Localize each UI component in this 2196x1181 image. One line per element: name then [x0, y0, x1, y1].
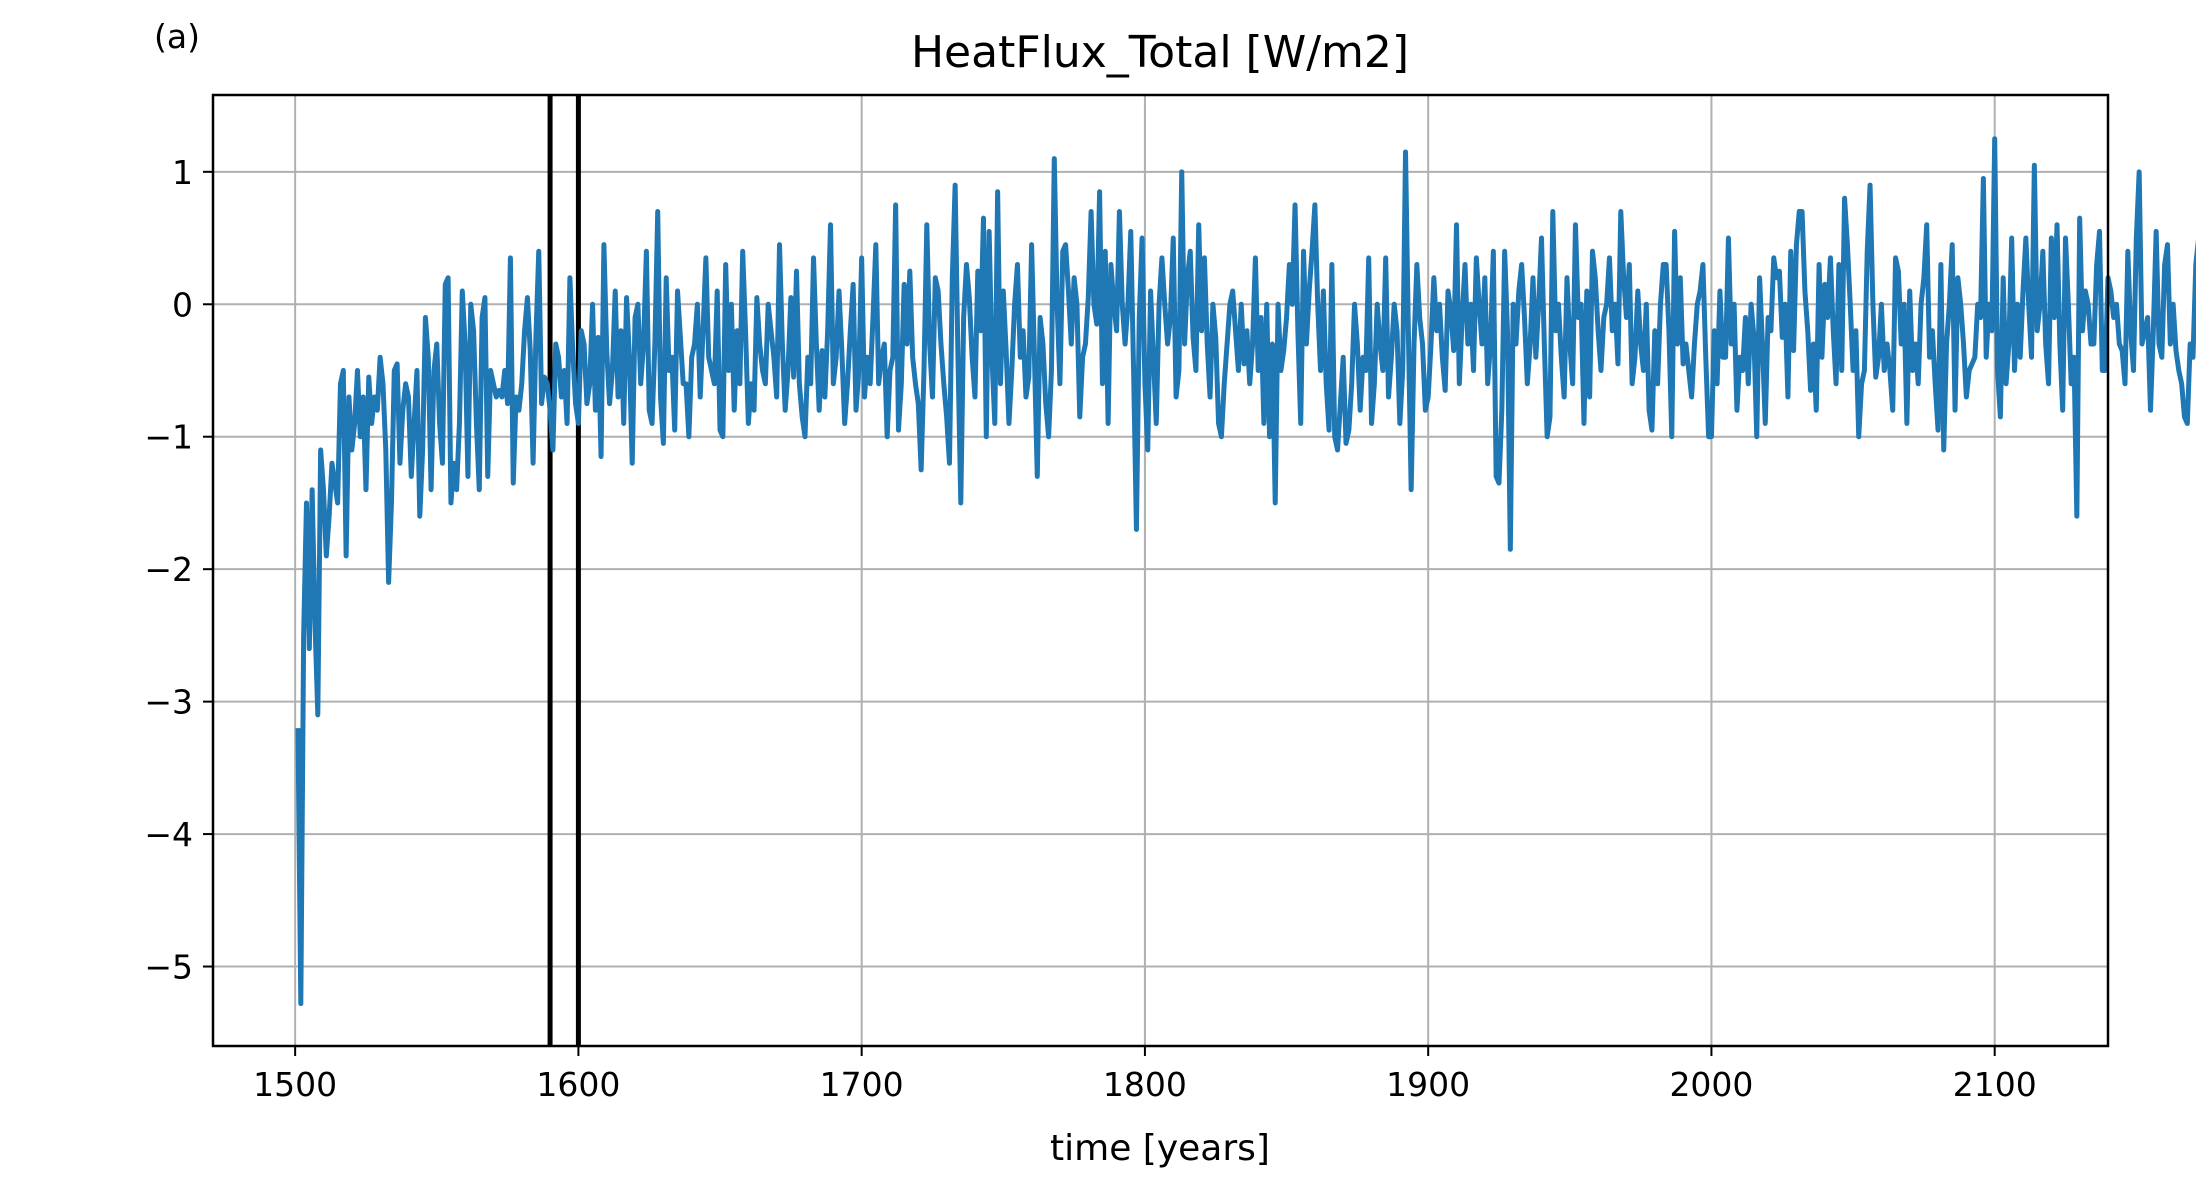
chart-title: HeatFlux_Total [W/m2]: [911, 27, 1409, 78]
x-tick-label: 1900: [1386, 1065, 1470, 1104]
y-tick-label: 0: [172, 285, 193, 324]
y-tick-label: −4: [144, 815, 193, 854]
y-tick-label: −3: [144, 683, 193, 722]
x-tick-label: 1700: [820, 1065, 904, 1104]
x-axis-ticks: 1500 1600 1700 1800 1900 2000 2100: [253, 1046, 2037, 1104]
x-axis-label: time [years]: [1050, 1128, 1270, 1169]
vertical-markers: [547, 95, 581, 1046]
x-tick-label: 2000: [1669, 1065, 1753, 1104]
series-line: [295, 136, 2196, 1007]
x-tick-label: 2100: [1953, 1065, 2037, 1104]
y-tick-label: −2: [144, 550, 193, 589]
y-tick-label: −1: [144, 418, 193, 457]
grid-lines: [213, 95, 2108, 1046]
x-tick-label: 1500: [253, 1065, 337, 1104]
y-axis-ticks: 1 0 −1 −2 −3 −4 −5: [144, 153, 213, 987]
panel-label: (a): [154, 17, 200, 56]
x-tick-label: 1600: [536, 1065, 620, 1104]
x-tick-label: 1800: [1103, 1065, 1187, 1104]
axes-frame: [211, 93, 2110, 1048]
y-tick-label: −5: [144, 948, 193, 987]
y-tick-label: 1: [172, 153, 193, 192]
